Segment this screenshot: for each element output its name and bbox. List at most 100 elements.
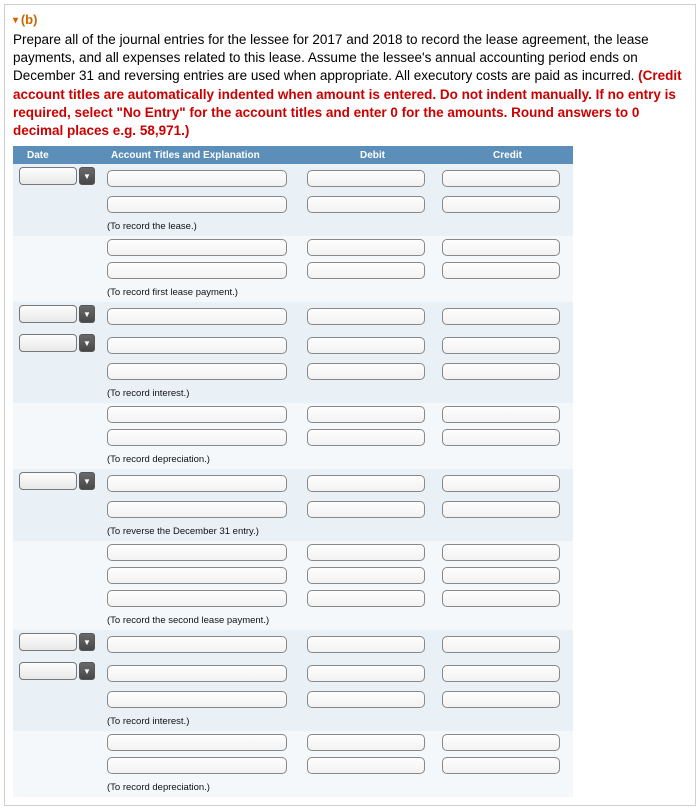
- entry-row: ▼: [13, 659, 573, 688]
- debit-input[interactable]: [307, 636, 425, 653]
- credit-input[interactable]: [442, 239, 560, 256]
- debit-input[interactable]: [307, 429, 425, 446]
- entry-row: [13, 360, 573, 383]
- credit-input[interactable]: [442, 734, 560, 751]
- header-acct: Account Titles and Explanation: [103, 150, 303, 161]
- entry-row: [13, 731, 573, 754]
- account-input[interactable]: [107, 734, 287, 751]
- entry-row: [13, 259, 573, 282]
- debit-input[interactable]: [307, 734, 425, 751]
- account-input[interactable]: [107, 429, 287, 446]
- date-select[interactable]: ▼: [19, 633, 95, 651]
- instructions-black: Prepare all of the journal entries for t…: [13, 32, 649, 83]
- chevron-down-icon: ▼: [79, 472, 95, 490]
- entry-row: [13, 688, 573, 711]
- credit-input[interactable]: [442, 567, 560, 584]
- debit-input[interactable]: [307, 363, 425, 380]
- entry-caption: (To record the second lease payment.): [103, 613, 269, 630]
- credit-input[interactable]: [442, 363, 560, 380]
- entry-row: ▼: [13, 164, 573, 193]
- account-input[interactable]: [107, 636, 287, 653]
- account-input[interactable]: [107, 363, 287, 380]
- entry-row: [13, 564, 573, 587]
- account-input[interactable]: [107, 337, 287, 354]
- account-input[interactable]: [107, 691, 287, 708]
- debit-input[interactable]: [307, 337, 425, 354]
- credit-input[interactable]: [442, 590, 560, 607]
- credit-input[interactable]: [442, 501, 560, 518]
- header-debit: Debit: [303, 150, 438, 161]
- credit-input[interactable]: [442, 262, 560, 279]
- entry-row: [13, 754, 573, 777]
- entry-row: ▼: [13, 331, 573, 360]
- credit-input[interactable]: [442, 757, 560, 774]
- question-container: (b) Prepare all of the journal entries f…: [4, 4, 696, 806]
- date-select[interactable]: ▼: [19, 662, 95, 680]
- credit-input[interactable]: [442, 406, 560, 423]
- account-input[interactable]: [107, 406, 287, 423]
- header-credit: Credit: [438, 150, 573, 161]
- entry-caption: (To record depreciation.): [103, 780, 210, 797]
- debit-input[interactable]: [307, 308, 425, 325]
- debit-input[interactable]: [307, 475, 425, 492]
- credit-input[interactable]: [442, 308, 560, 325]
- account-input[interactable]: [107, 196, 287, 213]
- chevron-down-icon: ▼: [79, 334, 95, 352]
- date-select[interactable]: ▼: [19, 167, 95, 185]
- credit-input[interactable]: [442, 170, 560, 187]
- debit-input[interactable]: [307, 196, 425, 213]
- chevron-down-icon: ▼: [79, 662, 95, 680]
- entry-row: [13, 498, 573, 521]
- account-input[interactable]: [107, 567, 287, 584]
- chevron-down-icon: ▼: [79, 633, 95, 651]
- account-input[interactable]: [107, 544, 287, 561]
- credit-input[interactable]: [442, 475, 560, 492]
- entry-row: [13, 403, 573, 426]
- header-date: Date: [13, 150, 103, 161]
- debit-input[interactable]: [307, 665, 425, 682]
- account-input[interactable]: [107, 262, 287, 279]
- account-input[interactable]: [107, 475, 287, 492]
- entry-row: [13, 426, 573, 449]
- entry-caption: (To record interest.): [103, 386, 189, 403]
- account-input[interactable]: [107, 501, 287, 518]
- account-input[interactable]: [107, 757, 287, 774]
- entry-caption: (To reverse the December 31 entry.): [103, 524, 259, 541]
- debit-input[interactable]: [307, 567, 425, 584]
- entry-row: [13, 587, 573, 610]
- credit-input[interactable]: [442, 544, 560, 561]
- account-input[interactable]: [107, 590, 287, 607]
- debit-input[interactable]: [307, 590, 425, 607]
- entry-caption: (To record the lease.): [103, 219, 197, 236]
- journal-entry-grid: Date Account Titles and Explanation Debi…: [13, 146, 573, 797]
- debit-input[interactable]: [307, 262, 425, 279]
- debit-input[interactable]: [307, 691, 425, 708]
- table-header: Date Account Titles and Explanation Debi…: [13, 146, 573, 164]
- entry-row: [13, 541, 573, 564]
- debit-input[interactable]: [307, 544, 425, 561]
- entry-row: [13, 193, 573, 216]
- debit-input[interactable]: [307, 170, 425, 187]
- debit-input[interactable]: [307, 501, 425, 518]
- debit-input[interactable]: [307, 239, 425, 256]
- account-input[interactable]: [107, 170, 287, 187]
- debit-input[interactable]: [307, 757, 425, 774]
- credit-input[interactable]: [442, 196, 560, 213]
- account-input[interactable]: [107, 308, 287, 325]
- date-select[interactable]: ▼: [19, 334, 95, 352]
- credit-input[interactable]: [442, 429, 560, 446]
- chevron-down-icon: ▼: [79, 305, 95, 323]
- part-label: (b): [13, 12, 37, 27]
- account-input[interactable]: [107, 239, 287, 256]
- date-select[interactable]: ▼: [19, 305, 95, 323]
- credit-input[interactable]: [442, 665, 560, 682]
- credit-input[interactable]: [442, 691, 560, 708]
- entry-row: ▼: [13, 630, 573, 659]
- entry-row: [13, 236, 573, 259]
- credit-input[interactable]: [442, 337, 560, 354]
- credit-input[interactable]: [442, 636, 560, 653]
- debit-input[interactable]: [307, 406, 425, 423]
- date-select[interactable]: ▼: [19, 472, 95, 490]
- account-input[interactable]: [107, 665, 287, 682]
- entry-row: ▼: [13, 302, 573, 331]
